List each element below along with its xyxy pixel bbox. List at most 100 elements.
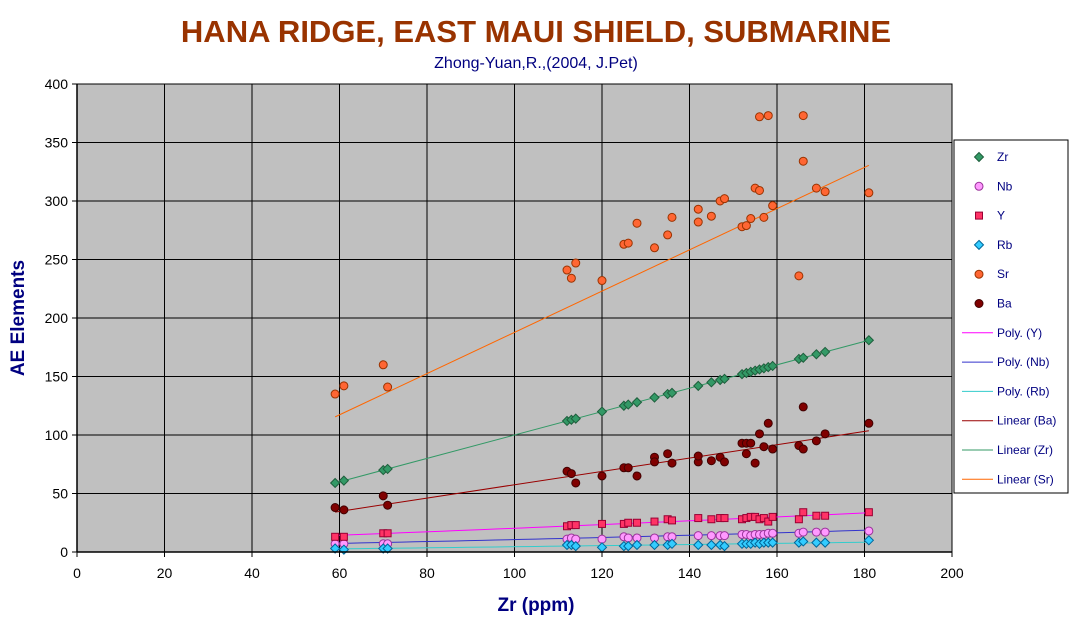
data-point-rb — [798, 536, 809, 547]
data-point-sr — [746, 214, 756, 224]
data-point-rb — [382, 543, 393, 554]
legend-item: Linear (Ba) — [962, 414, 1056, 428]
data-point-ba — [706, 456, 716, 466]
x-tick-label: 20 — [157, 565, 173, 581]
data-point-ba — [798, 402, 808, 412]
legend-label: Nb — [997, 179, 1013, 193]
data-point-zr — [666, 387, 678, 399]
data-point-rb — [649, 539, 660, 551]
x-tick-label: 100 — [503, 565, 527, 581]
legend-marker — [975, 211, 983, 220]
data-point-rb — [631, 539, 643, 551]
data-point-y — [598, 519, 606, 528]
y-axis-label: AE Elements — [8, 260, 29, 376]
data-point-ba — [571, 478, 581, 488]
data-point-ba — [759, 442, 769, 452]
data-point-zr — [863, 335, 875, 346]
data-point-y — [707, 515, 716, 524]
data-point-rb — [693, 539, 704, 551]
data-point-sr — [759, 212, 769, 222]
data-point-sr — [566, 273, 576, 283]
data-point-sr — [706, 211, 716, 221]
legend-item: Zr — [973, 150, 1008, 164]
data-point-nb — [798, 527, 808, 537]
data-point-zr — [631, 397, 643, 408]
x-tick-label: 80 — [419, 565, 435, 581]
y-tick-label: 300 — [45, 193, 69, 209]
data-point-ba — [623, 463, 633, 473]
legend-item: Linear (Sr) — [962, 472, 1054, 486]
series-sr — [330, 111, 874, 399]
data-point-zr — [649, 392, 660, 403]
data-point-sr — [693, 204, 703, 214]
data-point-sr — [755, 185, 764, 195]
x-tick-label: 180 — [853, 565, 877, 581]
y-tick-label: 100 — [45, 427, 69, 443]
data-point-rb — [767, 537, 778, 548]
data-point-y — [821, 511, 830, 520]
series-y — [331, 508, 873, 541]
x-tick-label: 160 — [765, 565, 789, 581]
data-point-ba — [566, 469, 576, 479]
y-tick-label: 400 — [45, 76, 69, 92]
data-point-y — [571, 521, 580, 530]
legend-label: Poly. (Nb) — [997, 355, 1049, 369]
series-rb — [329, 535, 875, 555]
data-point-sr — [667, 212, 677, 222]
legend-label: Linear (Zr) — [997, 443, 1053, 457]
legend-marker — [974, 269, 984, 279]
x-tick-labels: 0 20 40 60 80 100 120 140 160 180 200 — [73, 552, 964, 581]
data-point-ba — [768, 444, 778, 454]
legend-label: Linear (Sr) — [997, 472, 1054, 486]
data-point-y — [624, 518, 633, 527]
data-point-ba — [693, 451, 703, 461]
data-point-sr — [820, 187, 830, 197]
y-tick-labels: 0 50 100 150 200 250 300 350 400 — [45, 76, 77, 560]
data-point-nb — [706, 531, 716, 541]
legend-marker — [974, 181, 984, 191]
data-point-nb — [693, 531, 703, 541]
data-point-y — [339, 532, 348, 541]
legend-item: Linear (Zr) — [962, 443, 1053, 457]
data-point-ba — [746, 438, 756, 448]
legend-item: Poly. (Nb) — [962, 355, 1049, 369]
data-point-y — [650, 517, 659, 526]
x-tick-label: 40 — [244, 565, 260, 581]
data-point-ba — [339, 505, 349, 515]
data-point-nb — [597, 534, 607, 544]
legend-label: Ba — [997, 297, 1012, 311]
data-point-sr — [623, 238, 633, 248]
data-point-ba — [763, 418, 773, 428]
data-point-y — [799, 508, 808, 517]
data-point-rb — [666, 538, 678, 550]
data-point-sr — [339, 381, 349, 391]
data-point-sr — [330, 389, 340, 399]
data-point-rb — [623, 540, 634, 552]
y-tick-label: 150 — [45, 369, 69, 385]
data-point-sr — [768, 201, 778, 211]
data-point-ba — [378, 491, 388, 501]
data-point-y — [668, 516, 676, 525]
data-point-sr — [562, 265, 572, 275]
data-point-sr — [571, 258, 581, 268]
legend-item: Y — [975, 209, 1005, 223]
data-point-rb — [811, 537, 822, 548]
x-tick-label: 0 — [73, 565, 81, 581]
data-points — [329, 111, 875, 555]
data-point-ba — [330, 503, 340, 513]
legend-marker — [973, 239, 985, 251]
data-point-zr — [382, 463, 393, 475]
data-point-y — [768, 512, 777, 521]
series-zr — [329, 335, 875, 489]
data-point-rb — [863, 535, 875, 546]
data-point-ba — [864, 418, 874, 428]
data-point-zr — [329, 477, 341, 489]
chart-subtitle: Zhong-Yuan,R.,(2004, J.Pet) — [434, 55, 638, 72]
data-point-ba — [663, 449, 673, 459]
data-point-zr — [706, 377, 717, 388]
data-point-ba — [597, 471, 607, 481]
legend: Zr Nb Y Rb Sr Ba Poly. (Y) Poly. (Nb) Poly. (Rb)… — [953, 139, 1069, 494]
data-point-rb — [706, 539, 717, 551]
legend-label: Y — [997, 209, 1005, 223]
